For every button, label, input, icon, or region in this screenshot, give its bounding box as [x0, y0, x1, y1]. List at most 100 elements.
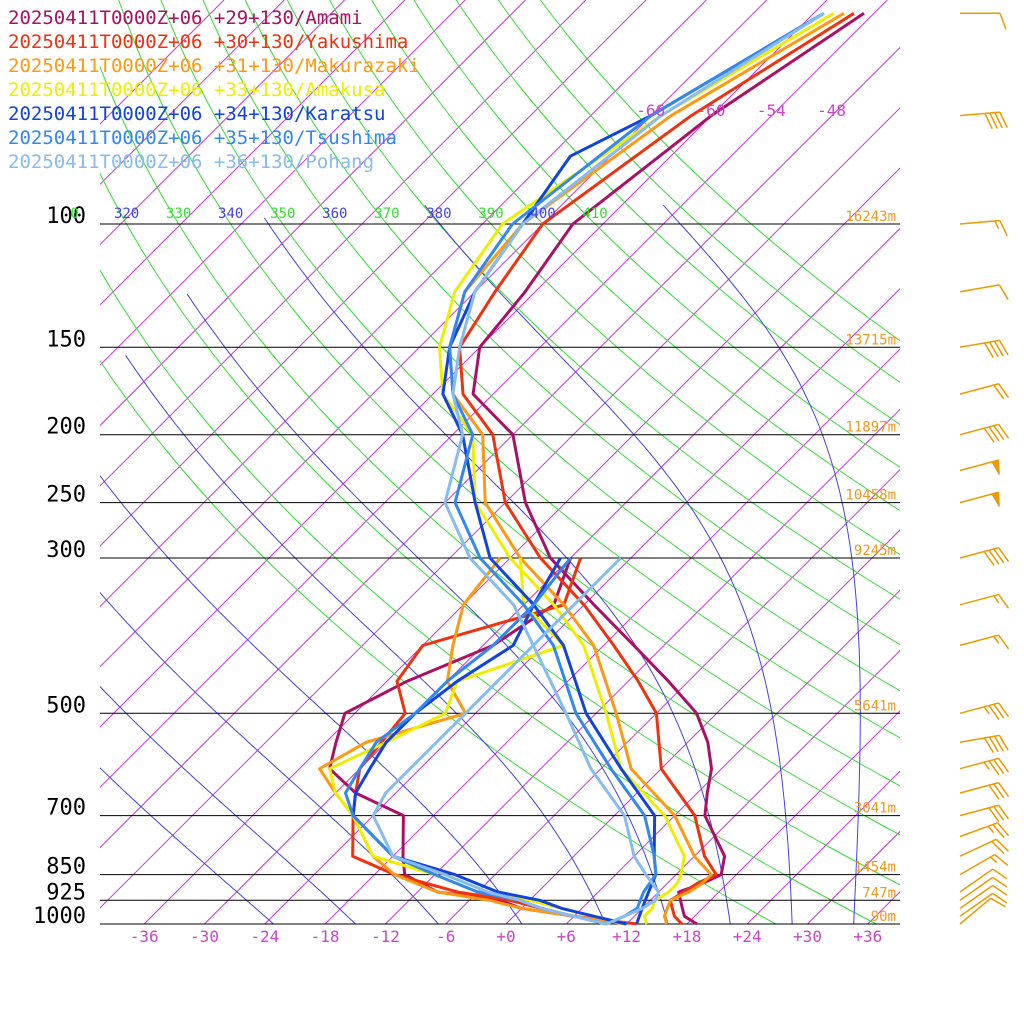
wind-barb: [959, 822, 1010, 838]
wind-barb: [959, 491, 1000, 507]
height-label: 10458m: [845, 488, 896, 504]
wind-barb: [959, 219, 1008, 237]
isotherm-line: [100, 0, 707, 608]
wind-barb: [959, 634, 1010, 650]
wind-barb: [959, 781, 1010, 800]
isotherm-line: [100, 107, 900, 909]
moist-adiabat: [186, 294, 669, 924]
height-label: 1454m: [854, 860, 896, 876]
dry-adiabat: [244, 0, 900, 646]
legend-entry: 20250411T0000Z+06 +34+130/Karatsu: [8, 103, 386, 125]
temperature-tick-label: +36: [853, 927, 882, 946]
isotherm-line: [746, 770, 900, 924]
dry-adiabat: [497, 0, 900, 383]
height-label: 90m: [871, 909, 896, 925]
pressure-label-300: 300: [46, 538, 86, 563]
height-label: 9245m: [854, 543, 896, 559]
pressure-label-925: 925: [46, 880, 86, 905]
isotherm-line: [100, 0, 406, 306]
theta-label: 390: [478, 206, 503, 222]
legend-entry: 20250411T0000Z+06 +30+130/Yakushima: [8, 31, 408, 53]
dry-adiabat: [413, 0, 900, 468]
temperature-tick-label: -12: [371, 927, 400, 946]
wind-barb: [959, 339, 1009, 359]
isotherm-line: [445, 468, 900, 924]
pressure-label-700: 700: [46, 796, 86, 821]
dry-adiabat: [160, 0, 900, 739]
height-label: 747m: [862, 885, 896, 901]
theta-label: 350: [270, 206, 295, 222]
dry-adiabat: [100, 172, 900, 886]
legend-entry: 20250411T0000Z+06 +29+130/Amami: [8, 7, 363, 29]
pressure-label-250: 250: [46, 483, 86, 508]
moist-adiabat: [100, 685, 357, 924]
isotherm-line: [264, 288, 900, 924]
temperature-line: [438, 12, 835, 925]
isotherm-line: [324, 348, 900, 924]
dry-adiabat: [455, 0, 900, 426]
theta-label: 330: [166, 206, 191, 222]
wind-barb: [959, 702, 1010, 720]
theta-label: 410: [582, 206, 607, 222]
temperature-tick-label: -30: [190, 927, 219, 946]
wind-barb: [959, 897, 1006, 925]
isotherm-line: [100, 0, 888, 789]
theta-label: 320: [114, 206, 139, 222]
upper-isotherm-label: -66: [636, 101, 665, 120]
isotherm-line: [385, 408, 900, 924]
theta-label: 360: [322, 206, 347, 222]
pressure-label-100: 100: [46, 204, 86, 229]
isotherm-line: [100, 0, 345, 246]
wind-barb: [959, 804, 1010, 823]
wind-barb: [959, 884, 1008, 910]
isotherm-line: [686, 710, 900, 924]
temperature-tick-label: -36: [130, 927, 159, 946]
temperature-tick-label: +0: [496, 927, 515, 946]
isotherm-line: [505, 529, 900, 924]
height-label: 3041m: [854, 801, 896, 817]
wind-barb: [959, 838, 1009, 857]
upper-isotherm-label: -54: [757, 101, 786, 120]
wind-barb: [959, 111, 1008, 130]
dewpoint-line: [328, 557, 627, 926]
wind-barb: [959, 546, 1010, 566]
moist-adiabat: [125, 355, 607, 924]
series-0: [328, 12, 865, 926]
upper-isotherm-label: -48: [817, 101, 846, 120]
temperature-tick-label: -6: [436, 927, 455, 946]
wind-barb: [959, 853, 1009, 876]
isotherm-line: [100, 0, 647, 547]
dewpoint-line: [351, 557, 627, 926]
isotherm-line: [100, 0, 466, 366]
temperature-line: [443, 12, 825, 926]
pressure-label-500: 500: [46, 693, 86, 718]
theta-label: 400: [530, 206, 555, 222]
wind-barb: [959, 423, 1010, 443]
temperature-tick-label: +12: [612, 927, 641, 946]
moist-adiabat: [424, 204, 793, 924]
temperature-tick-label: +30: [793, 927, 822, 946]
dry-adiabat: [202, 0, 900, 692]
dry-adiabat: [100, 65, 900, 836]
dry-adiabat: [100, 359, 777, 924]
legend-entry: 20250411T0000Z+06 +33+130/Amakusa: [8, 79, 386, 101]
wind-barb: [959, 757, 1010, 776]
isotherm-line: [100, 0, 285, 186]
wind-barb: [959, 284, 1009, 300]
dry-adiabat: [540, 0, 900, 342]
theta-label: 370: [374, 206, 399, 222]
wind-barb: [960, 12, 1007, 30]
dry-adiabat: [118, 0, 900, 787]
moist-adiabat: [662, 204, 861, 924]
dewpoint-line: [371, 556, 622, 926]
height-label: 11897m: [845, 420, 896, 436]
wind-barb: [959, 868, 1008, 893]
temperature-tick-label: -24: [250, 927, 279, 946]
temperature-tick-label: +24: [733, 927, 762, 946]
dry-adiabat: [371, 0, 900, 512]
temperature-line: [471, 12, 865, 926]
legend-entry: 20250411T0000Z+06 +31+130/Makurazaki: [8, 55, 420, 77]
legend-entry: 20250411T0000Z+06 +36+130/Pohang: [8, 151, 374, 173]
